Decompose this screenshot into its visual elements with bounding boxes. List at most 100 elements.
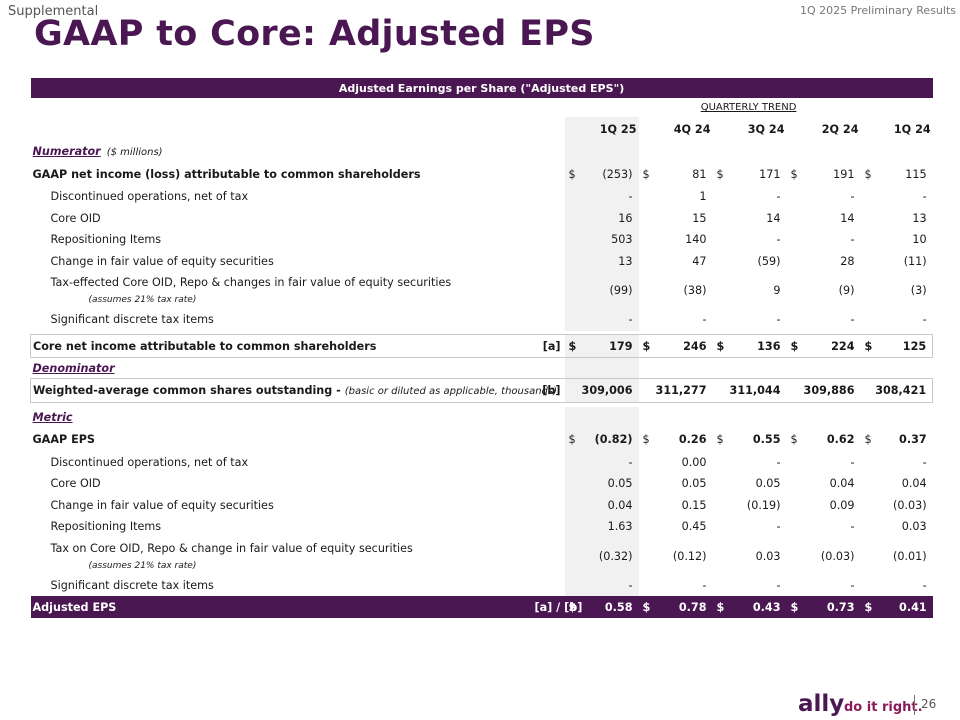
row-label: Discontinued operations, net of tax — [50, 190, 249, 204]
currency-symbol: $ — [860, 334, 877, 358]
value-cell: 0.05 — [755, 477, 781, 491]
currency-symbol: $ — [790, 433, 798, 446]
spacer-cell — [713, 407, 729, 428]
currency-symbol: $ — [716, 433, 724, 446]
value-cell: - — [850, 455, 855, 469]
spacer-cell — [729, 358, 787, 379]
ally-logo: ally — [798, 691, 845, 717]
value-cell: 0.00 — [681, 455, 707, 469]
value-cell: - — [776, 455, 781, 469]
spacer-cell — [787, 358, 803, 379]
currency-symbol — [713, 229, 729, 251]
spacer-cell — [729, 407, 787, 428]
weighted-shares-note: (basic or diluted as applicable, thousan… — [344, 386, 558, 397]
page-number: 26 — [921, 697, 937, 711]
value-cell: 0.03 — [755, 549, 781, 563]
value-cell: (0.01) — [893, 549, 927, 563]
value-cell: 308,421 — [860, 378, 934, 403]
spacer-cell — [564, 141, 581, 162]
value-cell: 0.04 — [901, 477, 927, 491]
row-label: Tax on Core OID, Repo & change in fair v… — [31, 538, 565, 575]
value-cell: 14 — [766, 211, 781, 225]
currency-symbol — [713, 309, 729, 331]
currency-symbol — [787, 452, 803, 474]
value-cell: 136 — [728, 334, 787, 358]
value-cell: 1 — [699, 190, 707, 204]
numerator-row: Discontinued operations, net of tax - 1 - - - — [31, 186, 933, 208]
value-cell: - — [850, 520, 855, 534]
core-net-income-row: Core net income attributable to common s… — [30, 334, 934, 358]
spacer-cell — [877, 407, 933, 428]
metric-row: Discontinued operations, net of tax - 0.00… — [31, 451, 933, 474]
value-cell: - — [850, 233, 855, 247]
reference-tag: [a] / [b] — [532, 596, 582, 618]
currency-symbol: $ — [864, 433, 872, 446]
spacer-cell — [729, 141, 787, 162]
currency-symbol — [564, 207, 581, 229]
currency-symbol — [861, 251, 877, 273]
gaap-net-income-row: GAAP net income (loss) attributable to c… — [31, 162, 933, 186]
currency-symbol — [861, 473, 877, 495]
value-cell: - — [702, 313, 707, 327]
currency-symbol — [639, 538, 655, 575]
spacer-cell — [533, 98, 565, 117]
table-header-row: Adjusted Earnings per Share ("Adjusted E… — [30, 78, 933, 98]
currency-symbol — [713, 516, 729, 538]
numerator-row: Repositioning Items 503 140 - - 10 — [31, 229, 933, 251]
currency-symbol — [713, 452, 729, 474]
value-cell: 28 — [840, 254, 855, 268]
value-cell: 171 — [759, 167, 781, 181]
value-cell: (11) — [903, 254, 927, 268]
currency-symbol — [713, 251, 729, 273]
value-cell: 309,886 — [786, 378, 861, 403]
row-label: Repositioning Items — [50, 233, 162, 247]
value-cell: 81 — [692, 167, 707, 181]
currency-symbol — [861, 272, 877, 309]
supplemental-label: Supplemental — [8, 4, 99, 19]
value-cell: 0.73 — [802, 596, 861, 618]
currency-symbol — [713, 538, 729, 575]
row-label: Discontinued operations, net of tax — [50, 455, 249, 469]
currency-symbol — [787, 516, 803, 538]
metric-section: Metric — [31, 406, 933, 428]
value-cell: (0.19) — [746, 498, 781, 512]
numerator-discrete-row: Significant discrete tax items - - - - - — [31, 309, 933, 331]
denominator-section: Denominator — [31, 357, 933, 379]
value-cell: 10 — [912, 233, 927, 247]
spacer-cell — [803, 141, 861, 162]
row-label: Change in fair value of equity securitie… — [50, 254, 274, 268]
value-cell: - — [922, 190, 927, 204]
currency-symbol: $ — [564, 334, 581, 358]
value-cell: 0.15 — [681, 498, 707, 512]
currency-symbol: $ — [716, 167, 724, 181]
spacer-cell — [639, 407, 655, 428]
value-cell: 125 — [876, 334, 934, 358]
value-cell: 224 — [802, 334, 861, 358]
tax-rate-note: (assumes 21% tax rate) — [88, 560, 197, 571]
value-cell: 0.04 — [829, 477, 855, 491]
value-cell: (9) — [838, 284, 855, 297]
value-cell: - — [922, 313, 927, 327]
spacer-cell — [713, 141, 729, 162]
numerator-heading: Numerator ($ millions) — [31, 141, 565, 162]
currency-symbol — [713, 575, 729, 597]
value-cell: 15 — [692, 211, 707, 225]
row-label: Repositioning Items — [50, 520, 162, 534]
metric-discrete-row: Significant discrete tax items - - - - - — [31, 574, 933, 597]
value-cell: (0.32) — [580, 537, 639, 575]
currency-symbol — [787, 575, 803, 597]
currency-symbol — [861, 186, 877, 208]
row-label: GAAP net income (loss) attributable to c… — [32, 167, 421, 181]
numerator-row: Core OID 16 15 14 14 13 — [31, 207, 933, 229]
currency-symbol: $ — [638, 596, 655, 618]
spacer-cell — [877, 141, 933, 162]
column-header-0: 1Q 25 — [564, 117, 639, 141]
value-cell: 0.43 — [728, 596, 787, 618]
currency-symbol — [787, 186, 803, 208]
metric-tax-row: Tax on Core OID, Repo & change in fair v… — [31, 537, 933, 575]
currency-symbol — [639, 186, 655, 208]
row-label: Core net income attributable to common s… — [30, 334, 533, 358]
currency-symbol — [639, 309, 655, 331]
quarterly-trend-label: QUARTERLY TREND — [700, 102, 797, 113]
currency-symbol — [787, 272, 803, 309]
